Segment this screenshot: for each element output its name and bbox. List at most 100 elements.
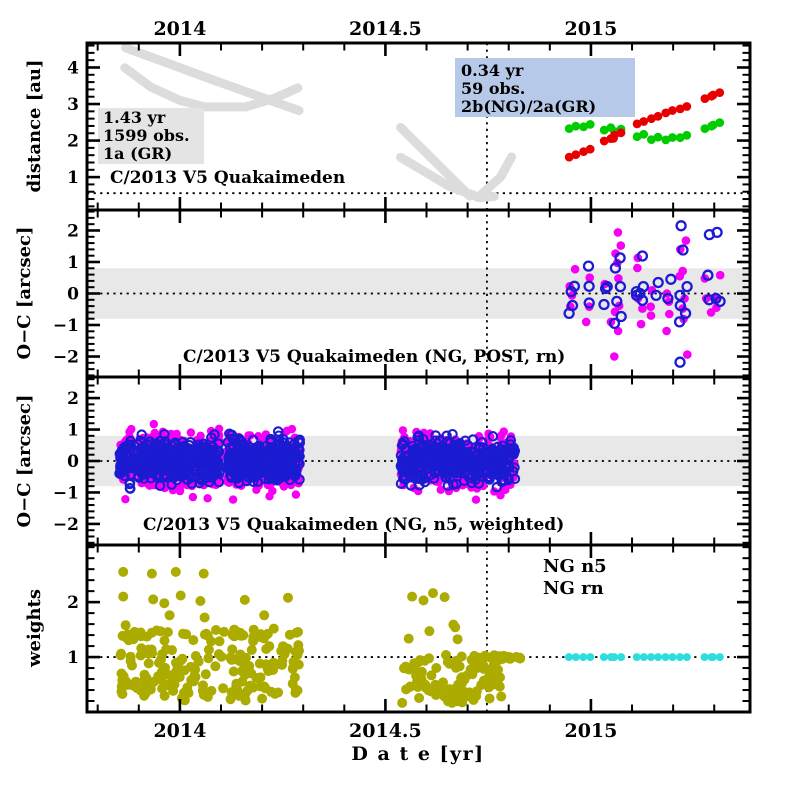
distance-point bbox=[653, 111, 663, 121]
weight-point-rn bbox=[639, 653, 648, 662]
residual-point bbox=[616, 241, 626, 250]
y-tick-label: 0 bbox=[67, 285, 79, 305]
distance-point bbox=[708, 120, 718, 130]
weight-point bbox=[266, 686, 277, 697]
residual-point bbox=[266, 459, 278, 471]
weight-point bbox=[495, 672, 505, 683]
residual-point bbox=[421, 441, 432, 453]
residual-point bbox=[636, 294, 649, 307]
residual-point bbox=[203, 494, 212, 503]
residual-point bbox=[166, 471, 177, 483]
residual-point bbox=[419, 459, 430, 471]
residual-point bbox=[248, 457, 260, 469]
residual-point bbox=[395, 478, 407, 489]
weight-point bbox=[228, 666, 239, 677]
residual-point bbox=[610, 352, 619, 361]
residual-point bbox=[175, 453, 187, 464]
annotation-box-ng bbox=[455, 58, 635, 117]
residual-point bbox=[121, 458, 133, 469]
residual-point bbox=[139, 452, 150, 464]
y-tick-label: 2 bbox=[67, 593, 79, 613]
distance-point bbox=[661, 108, 671, 118]
residual-point bbox=[674, 299, 686, 312]
distance-point bbox=[585, 144, 595, 154]
residual-point bbox=[443, 467, 455, 479]
gray-model-curve bbox=[396, 152, 499, 203]
residual-point bbox=[633, 263, 642, 273]
weight-point bbox=[257, 693, 268, 704]
residual-point bbox=[652, 276, 664, 289]
distance-point bbox=[715, 88, 725, 97]
annotation-gr-line1: 1.43 yr bbox=[103, 108, 166, 127]
weight-point bbox=[431, 663, 442, 673]
weight-point bbox=[216, 651, 227, 662]
legend-ng-rn: NG rn bbox=[543, 578, 604, 599]
weight-point bbox=[188, 676, 199, 687]
residual-point bbox=[636, 319, 646, 329]
weight-point bbox=[170, 566, 181, 577]
residual-point bbox=[268, 486, 277, 496]
residual-point bbox=[430, 430, 441, 441]
weight-point bbox=[118, 566, 129, 577]
residual-point bbox=[615, 310, 627, 323]
weight-point bbox=[289, 672, 300, 683]
residual-point bbox=[472, 465, 483, 477]
residual-point bbox=[487, 431, 499, 442]
weight-point bbox=[238, 630, 249, 641]
weight-point bbox=[179, 665, 190, 676]
weight-point bbox=[143, 658, 154, 669]
residual-point bbox=[454, 446, 466, 457]
weight-point bbox=[411, 679, 422, 690]
residual-point bbox=[479, 465, 490, 477]
residual-point bbox=[228, 450, 240, 461]
y-tick-label: 1 bbox=[67, 421, 79, 441]
residual-point bbox=[502, 461, 513, 473]
weight-point bbox=[248, 624, 259, 635]
residual-point bbox=[398, 473, 409, 484]
weight-point bbox=[199, 629, 210, 640]
weight-point bbox=[254, 658, 265, 669]
residual-point bbox=[436, 485, 445, 494]
weight-point bbox=[195, 596, 206, 606]
y-tick-label: 1 bbox=[67, 648, 79, 668]
gray-model-curve bbox=[473, 152, 517, 203]
residual-point bbox=[281, 440, 292, 452]
weight-point bbox=[136, 643, 147, 654]
residual-point bbox=[228, 495, 238, 504]
residual-point bbox=[683, 350, 692, 359]
residual-point bbox=[429, 467, 441, 479]
weight-point-rn bbox=[579, 653, 588, 662]
residual-point bbox=[462, 439, 474, 451]
panel1-red-points bbox=[564, 88, 725, 162]
residual-point bbox=[674, 356, 686, 368]
weight-point bbox=[159, 635, 170, 646]
distance-point bbox=[682, 102, 692, 111]
residual-point bbox=[166, 454, 177, 466]
weight-point bbox=[284, 629, 295, 640]
plot-frame-and-ticks: 2014 2014 2014.5 2014.5 2015 2015 1 2 3 4 −2 −1 0 1 2 −… bbox=[53, 18, 752, 742]
panel2-blue_open-points bbox=[563, 220, 726, 368]
weight-point bbox=[210, 661, 221, 672]
panel2-title: C/2013 V5 Quakaimeden (NG, POST, rn) bbox=[183, 347, 565, 367]
panel4-olive-points bbox=[115, 566, 526, 708]
weight-point bbox=[200, 669, 211, 680]
residual-point bbox=[611, 249, 620, 258]
residual-point bbox=[175, 486, 185, 496]
y-axis-title-weights: weights bbox=[24, 589, 45, 668]
residual-point bbox=[471, 495, 481, 504]
weight-point bbox=[290, 684, 301, 695]
weight-point-rn bbox=[661, 653, 670, 662]
weight-point bbox=[438, 677, 448, 688]
weight-point bbox=[293, 627, 303, 637]
residual-point bbox=[234, 461, 246, 472]
residual-point bbox=[271, 474, 283, 486]
residual-point bbox=[152, 472, 163, 483]
weight-point bbox=[168, 685, 179, 696]
weight-point bbox=[206, 685, 217, 696]
y-tick-label: −2 bbox=[53, 515, 79, 535]
distance-point bbox=[675, 133, 685, 143]
weight-point bbox=[199, 612, 210, 623]
weight-point bbox=[452, 634, 463, 645]
residual-point bbox=[288, 448, 300, 460]
